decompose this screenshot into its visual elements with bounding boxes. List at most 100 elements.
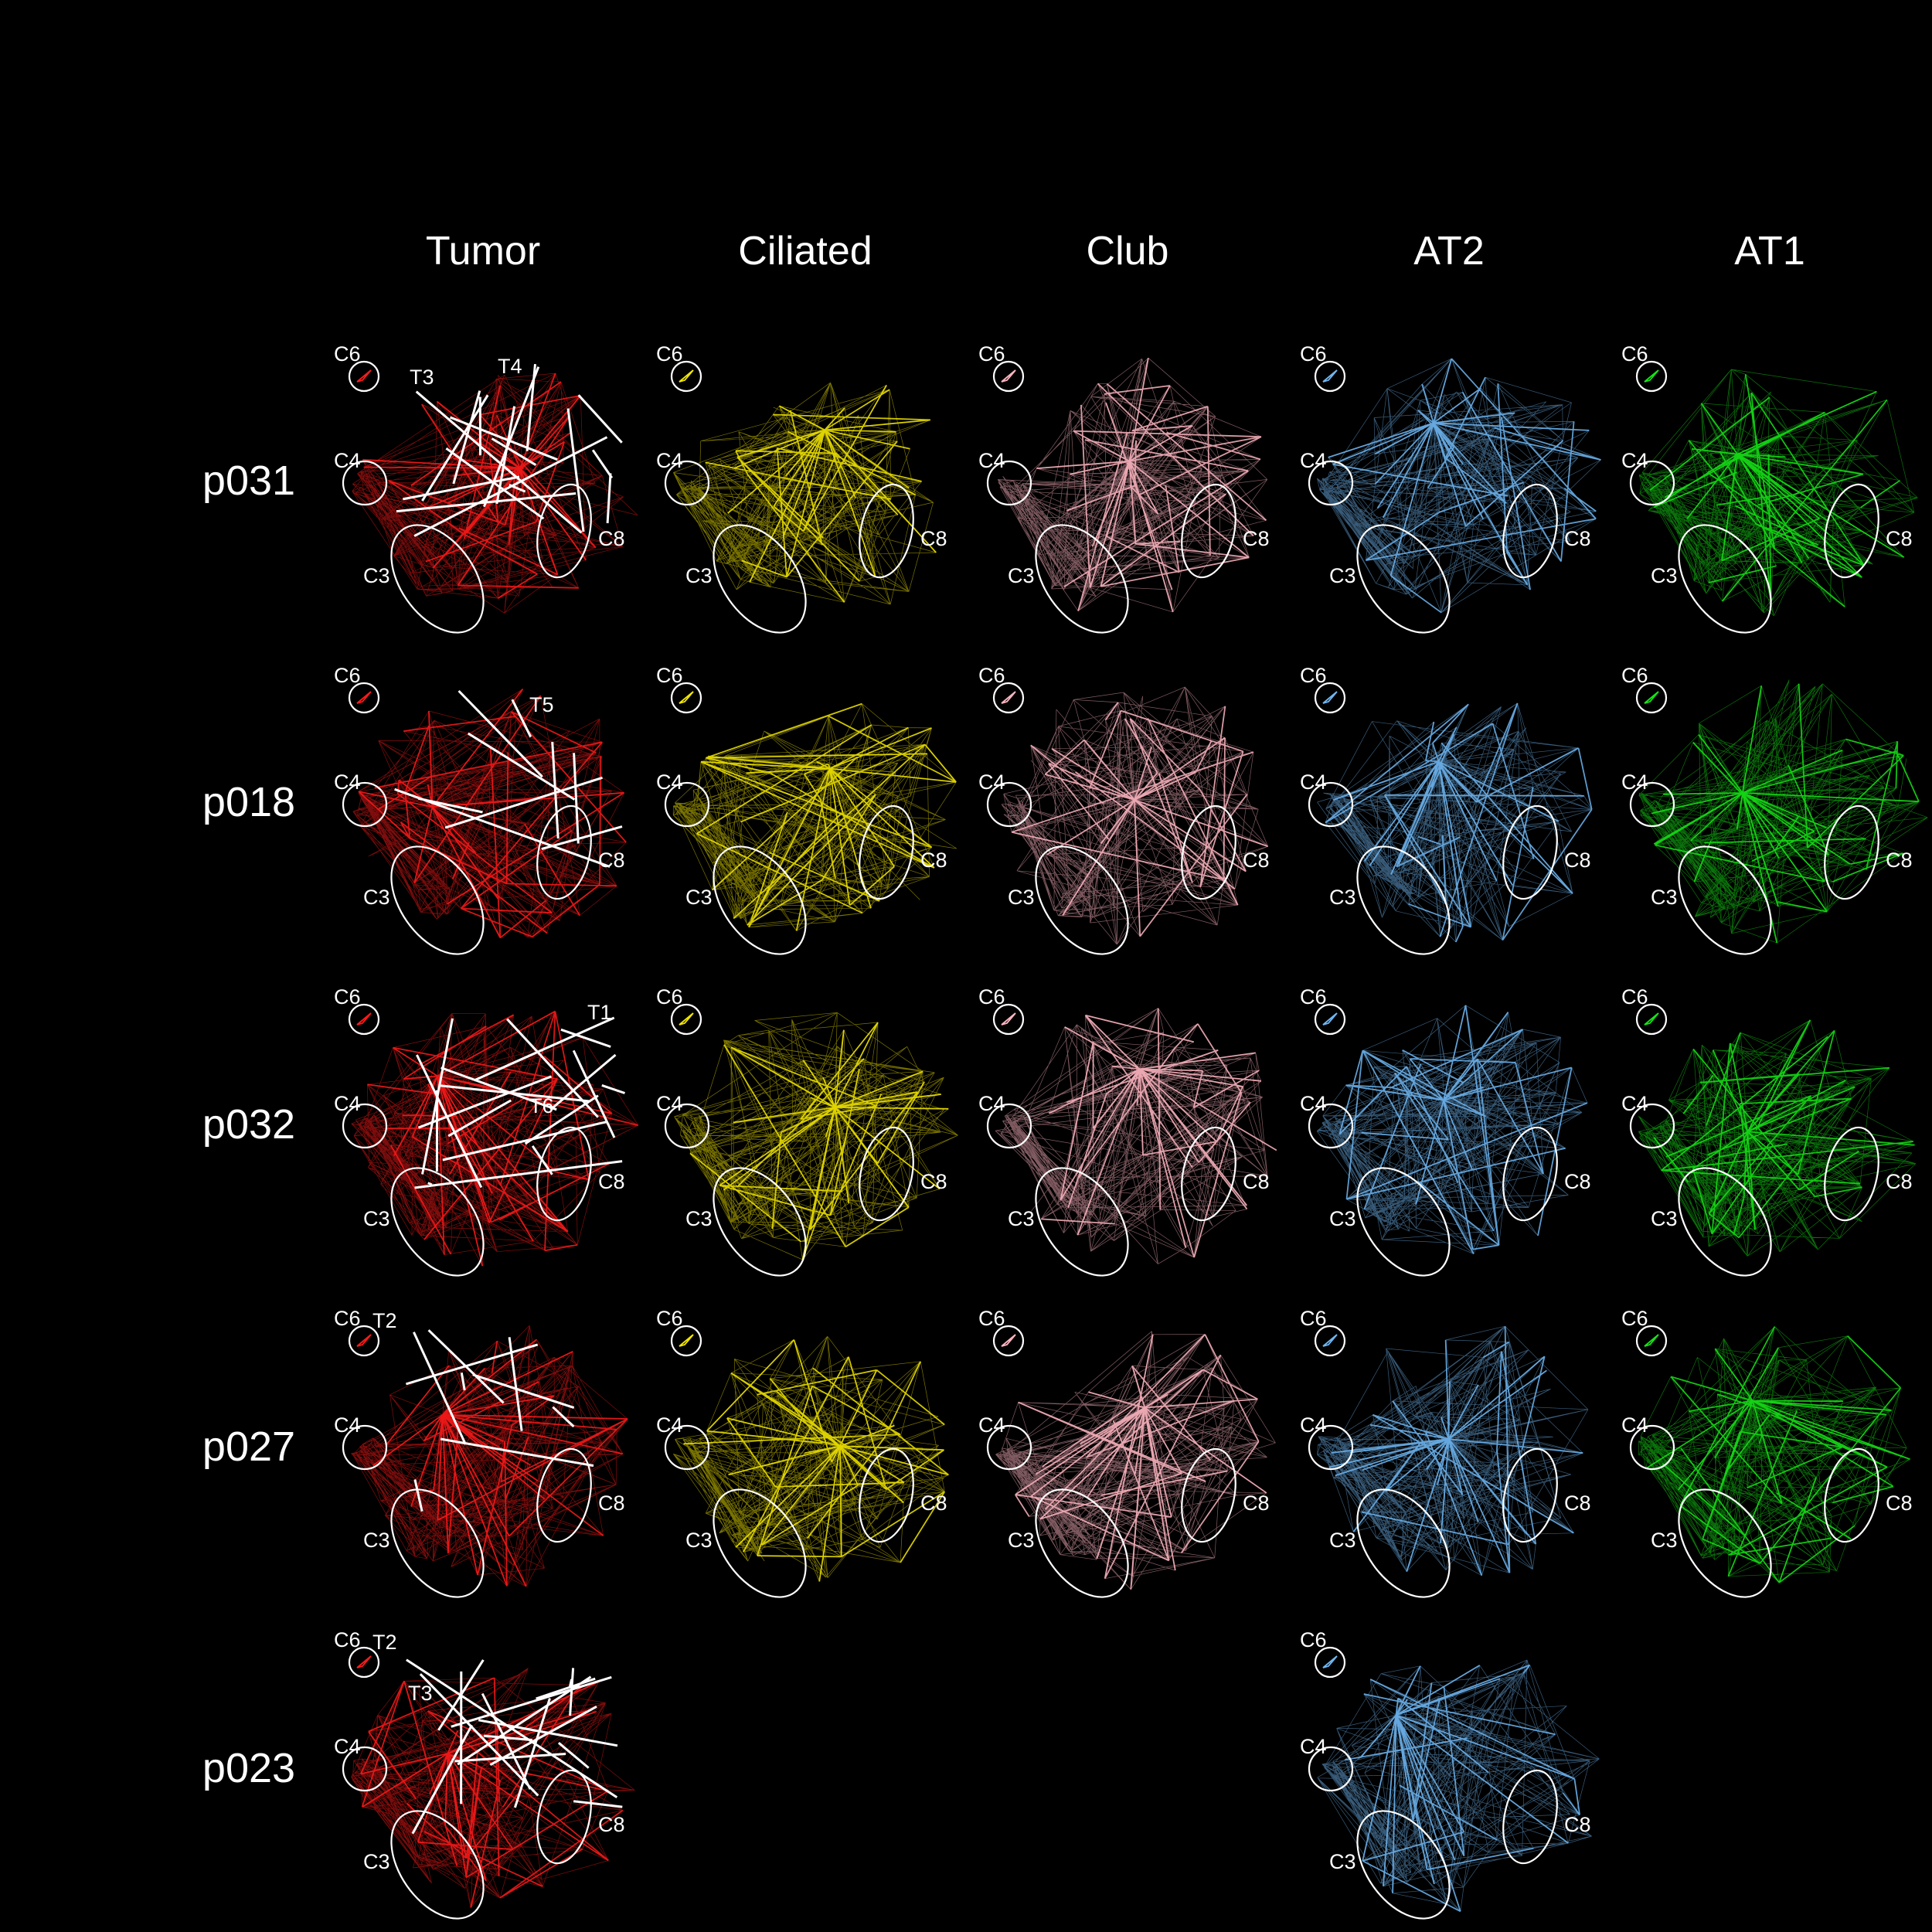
cluster-label-c3: C3 [685,1529,713,1552]
cluster-label-c8: C8 [1243,527,1270,550]
subcluster-label-t3: T3 [410,366,434,389]
cluster-ring-c4 [1308,781,1354,828]
network-edges [351,1010,639,1267]
cluster-label-c3: C3 [1329,886,1356,909]
highlight-edges [405,1329,594,1512]
cluster-ring-c4 [1629,1103,1675,1149]
column-title-club: Club [1087,229,1169,274]
network-edges [1316,1005,1588,1254]
panel-p023-at2: C6 C4 C3 C8 [1300,1628,1600,1920]
cluster-ring-c8 [859,483,914,579]
cluster-ring-c4 [986,1424,1032,1471]
panel-p027-club: C6 C4 C3 C8 [978,1307,1276,1598]
cluster-label-c4: C4 [1300,1735,1327,1758]
cluster-label-c3: C3 [363,564,390,587]
cluster-ring-c8 [1502,483,1558,579]
cluster-label-c6: C6 [1621,664,1648,687]
network-edges [1638,679,1928,944]
panel-p032-at2: C6 C4 C3 C8 [1300,985,1591,1277]
cluster-label-c3: C3 [1008,1207,1035,1230]
cluster-label-c4: C4 [1300,449,1327,472]
cluster-ring-c6 [1314,682,1346,714]
cluster-ring-c3 [390,1810,485,1920]
cluster-label-c6: C6 [656,985,683,1009]
cluster-label-c6: C6 [978,342,1005,366]
panel-p032-at1: C6 C4 C3 C8 [1621,985,1917,1277]
cluster-label-c3: C3 [1329,564,1356,587]
cluster-ring-c3 [713,1167,807,1277]
subcluster-label-t1: T1 [587,1001,612,1024]
cluster-label-c4: C4 [978,1092,1005,1115]
cluster-ring-c6 [670,1325,702,1357]
row-title-p031: p031 [202,457,295,504]
cluster-ring-c4 [986,1103,1032,1149]
cluster-label-c6: C6 [656,664,683,687]
cluster-ring-c4 [664,1424,710,1471]
cluster-ring-c6 [1635,682,1668,714]
cluster-label-c8: C8 [1243,849,1270,872]
panel-p032-tumor: C6 C4 C3 C8 T1 T6 [334,985,639,1277]
cluster-ring-c8 [859,804,914,900]
panel-p031-club: C6 C4 C3 C8 [978,342,1270,634]
cluster-label-c8: C8 [1886,849,1913,872]
cluster-ring-c3 [390,524,485,634]
cluster-label-c4: C4 [1300,1092,1327,1115]
cluster-ring-c3 [1035,1488,1129,1598]
cluster-label-c4: C4 [656,1092,683,1115]
highlight-edges [394,689,623,868]
network-edges [672,369,937,605]
network-edges [995,1331,1276,1590]
cluster-ring-c8 [1502,804,1558,900]
cluster-ring-c6 [1314,1646,1346,1679]
cluster-label-c3: C3 [1651,564,1678,587]
cluster-ring-c6 [1314,1003,1346,1036]
network-edges [1001,686,1269,945]
network-edges [1317,1655,1600,1913]
cluster-label-c4: C4 [656,1413,683,1437]
cluster-label-c8: C8 [1564,1170,1591,1193]
panel-p032-club: C6 C4 C3 C8 [978,985,1277,1277]
cluster-label-c4: C4 [978,449,1005,472]
cluster-label-c3: C3 [1651,886,1678,909]
cluster-ring-c3 [1356,1810,1451,1920]
cluster-label-c3: C3 [1329,1207,1356,1230]
row-titles: p031 p018 p032 p027 p023 [202,457,295,1791]
cluster-ring-c8 [1502,1447,1558,1543]
cluster-ring-c6 [1635,1325,1668,1357]
cluster-ring-c6 [992,1003,1025,1036]
cluster-label-c4: C4 [656,449,683,472]
cluster-ring-c8 [536,804,592,900]
cluster-label-c4: C4 [1300,1413,1327,1437]
subcluster-label-t4: T4 [498,355,522,378]
cluster-label-c3: C3 [685,886,713,909]
cluster-ring-c8 [1502,1769,1558,1865]
cluster-label-c3: C3 [1651,1529,1678,1552]
panel-p032-ciliated: C6 C4 C3 C8 [656,985,958,1277]
cluster-label-c3: C3 [685,564,713,587]
cluster-label-c8: C8 [1886,1170,1913,1193]
cluster-label-c8: C8 [1564,849,1591,872]
network-edges [351,1325,628,1587]
cluster-label-c4: C4 [1621,1413,1648,1437]
network-edges [1638,1012,1917,1257]
cluster-label-c6: C6 [656,342,683,366]
network-edges [1317,1325,1589,1577]
cluster-ring-c4 [1308,460,1354,506]
cluster-label-c8: C8 [1886,1492,1913,1515]
row-title-p018: p018 [202,779,295,825]
cluster-ring-c8 [1824,1126,1879,1222]
cluster-ring-c6 [1635,360,1668,393]
cluster-label-c6: C6 [1300,1628,1327,1651]
cluster-ring-c4 [342,460,388,506]
cluster-ring-c3 [390,1167,485,1277]
cluster-ring-c3 [713,845,807,955]
cluster-ring-c6 [348,360,380,393]
network-edges [673,1334,949,1582]
cluster-label-c8: C8 [598,1492,625,1515]
cluster-label-c8: C8 [1564,1813,1591,1836]
cluster-ring-c8 [536,1769,592,1865]
panel-p031-ciliated: C6 C4 C3 C8 [656,342,947,634]
network-edges [995,1008,1277,1264]
cluster-label-c3: C3 [1008,886,1035,909]
panel-p031-at2: C6 C4 C3 C8 [1300,342,1601,634]
